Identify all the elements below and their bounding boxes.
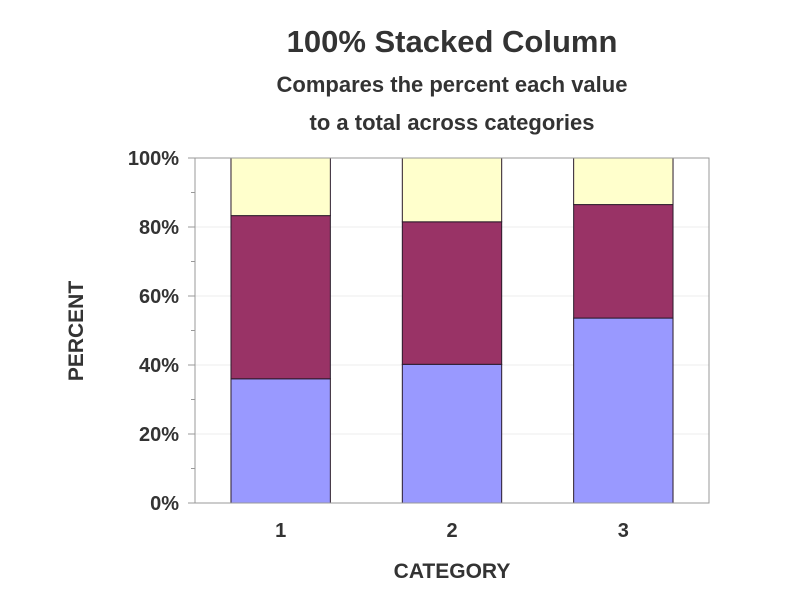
bar-segment-cat1-s3 <box>230 157 331 217</box>
bar-segment-cat3-s3 <box>573 157 674 206</box>
bar-segment-cat2-s2 <box>401 221 503 365</box>
x-axis-label: CATEGORY <box>394 560 511 583</box>
y-tick-label: 40% <box>139 355 179 377</box>
bar-segment-cat2-s3 <box>401 157 503 223</box>
chart-title: 100% Stacked Column <box>287 24 618 59</box>
bar-segment-cat1-s1 <box>230 378 331 504</box>
bar-segment-cat3-s1 <box>573 317 674 504</box>
y-tick-label: 20% <box>139 424 179 446</box>
x-tick-label: 3 <box>618 520 629 542</box>
y-tick-label: 80% <box>139 217 179 239</box>
chart-subtitle-line-2: to a total across categories <box>310 110 595 135</box>
y-tick-label: 100% <box>128 148 179 170</box>
y-tick-label: 0% <box>150 493 179 515</box>
y-axis-label: PERCENT <box>65 281 88 382</box>
x-tick-label: 2 <box>446 520 457 542</box>
bar-segment-cat1-s2 <box>230 215 331 380</box>
x-axis: 1 2 3 <box>275 520 629 542</box>
bars <box>230 157 674 504</box>
chart-subtitle-line-1: Compares the percent each value <box>277 72 628 97</box>
bar-segment-cat2-s1 <box>401 363 503 504</box>
y-tick-label: 60% <box>139 286 179 308</box>
bar-segment-cat3-s2 <box>573 204 674 319</box>
x-tick-label: 1 <box>275 520 286 542</box>
y-axis: 0% 20% 40% 60% 80% 100% <box>128 148 195 515</box>
